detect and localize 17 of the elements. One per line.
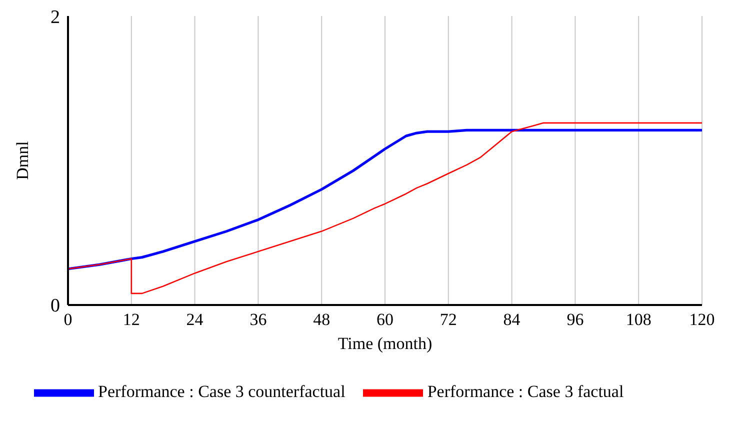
legend-label: Performance : Case 3 counterfactual: [98, 382, 346, 401]
x-axis-title: Time (month): [338, 334, 432, 353]
x-tick-label: 108: [626, 310, 652, 330]
y-tick-label: 2: [50, 6, 60, 28]
legend-label: Performance : Case 3 factual: [427, 382, 624, 401]
x-tick-label: 24: [186, 310, 204, 330]
x-tick-label: 72: [440, 310, 457, 330]
x-tick-label: 12: [122, 310, 140, 330]
x-tick-label: 60: [376, 310, 394, 330]
x-tick-label: 48: [313, 310, 330, 330]
line-series: [68, 122, 702, 294]
x-tick-label: 84: [503, 310, 521, 330]
x-tick-label: 36: [250, 310, 267, 330]
x-tick-label: 0: [64, 310, 72, 330]
x-tick-label: 96: [566, 310, 584, 330]
x-tick-label: 120: [689, 310, 715, 330]
y-axis-title: Dmnl: [13, 140, 32, 180]
